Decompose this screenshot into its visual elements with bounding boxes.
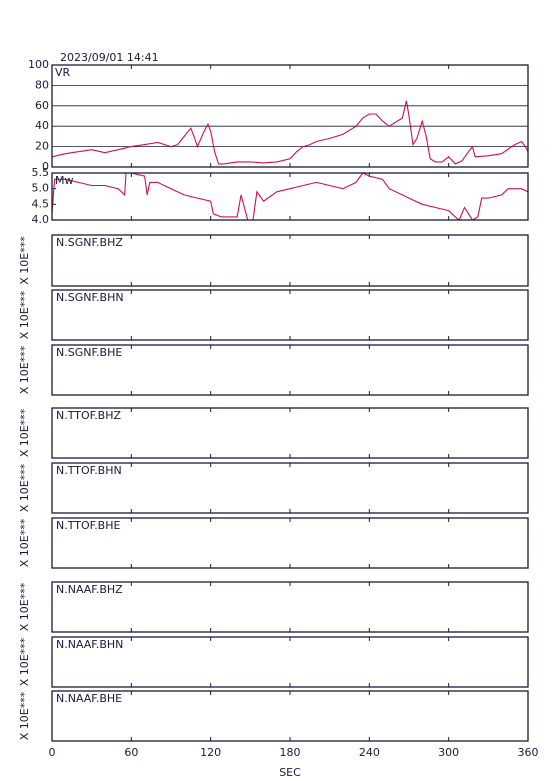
panel-label: N.TTOF.BHN [56, 464, 122, 477]
x-tick-label: 300 [438, 746, 459, 759]
x-tick-label: 360 [518, 746, 539, 759]
panel-label: N.SGNF.BHZ [56, 236, 123, 249]
panel-frame [51, 407, 529, 459]
x-tick-label: 0 [49, 746, 56, 759]
panel-label: Mw [55, 174, 74, 187]
y-tick-label: 4.5 [32, 197, 50, 210]
panel-frame [51, 289, 529, 341]
y-tick-label: 40 [35, 119, 49, 132]
y-axis-label: X 10E*** [18, 408, 31, 457]
y-tick-label: 60 [35, 99, 49, 112]
y-axis-label: X 10E*** [18, 345, 31, 394]
panel-frame [51, 581, 529, 633]
x-tick-label: 120 [200, 746, 221, 759]
panel-label: N.NAAF.BHE [56, 692, 122, 705]
panel-frame [51, 636, 529, 688]
y-axis-label: X 10E*** [18, 290, 31, 339]
x-axis-label: SEC [279, 766, 301, 779]
x-tick-label: 60 [124, 746, 138, 759]
y-tick-label: 5.5 [32, 166, 50, 179]
panel-label: N.NAAF.BHN [56, 638, 123, 651]
panel-frame [51, 690, 529, 742]
panel-label: VR [55, 66, 71, 79]
panel-frame [51, 64, 529, 168]
y-axis-label: X 10E*** [18, 518, 31, 567]
panel-frame [51, 172, 529, 221]
y-axis-label: X 10E*** [18, 691, 31, 740]
panel-frame [51, 234, 529, 287]
y-tick-label: 4.0 [32, 213, 50, 226]
y-axis-label: X 10E*** [18, 582, 31, 631]
line-series [51, 172, 529, 221]
x-tick-label: 180 [280, 746, 301, 759]
y-tick-label: 5.0 [32, 182, 50, 195]
y-axis-label: X 10E*** [18, 463, 31, 512]
y-tick-label: 0 [42, 160, 49, 173]
panel-label: N.NAAF.BHZ [56, 583, 123, 596]
chart-title: 2023/09/01 14:41 [60, 51, 159, 64]
y-axis-label: X 10E*** [18, 637, 31, 686]
x-tick-label: 240 [359, 746, 380, 759]
panel-label: N.SGNF.BHE [56, 346, 122, 359]
y-tick-label: 20 [35, 140, 49, 153]
panel-frame [51, 462, 529, 514]
panel-label: N.TTOF.BHZ [56, 409, 122, 422]
y-axis-label: X 10E*** [18, 236, 31, 285]
y-tick-label: 80 [35, 78, 49, 91]
y-tick-label: 100 [28, 58, 49, 71]
line-series [51, 100, 529, 165]
panel-frame [51, 344, 529, 396]
panel-label: N.TTOF.BHE [56, 519, 121, 532]
panel-label: N.SGNF.BHN [56, 291, 124, 304]
panel-frame [51, 517, 529, 569]
